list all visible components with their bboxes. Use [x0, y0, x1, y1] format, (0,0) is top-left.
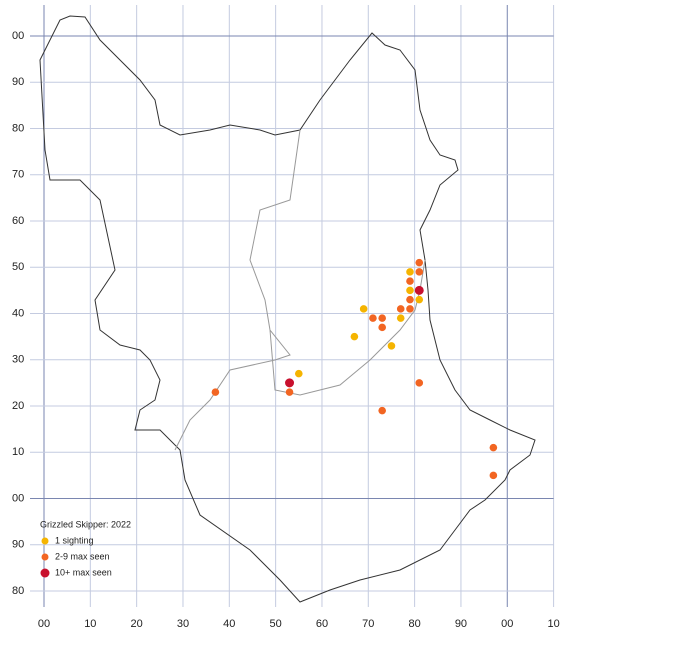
x-tick-label: 10 — [547, 618, 559, 630]
x-tick-label: 50 — [270, 618, 282, 630]
y-tick-label: 00 — [12, 30, 24, 42]
sighting-point — [406, 295, 414, 304]
sighting-point — [406, 286, 414, 295]
x-tick-label: 60 — [316, 618, 328, 630]
x-tick-label: 00 — [501, 618, 513, 630]
legend-swatch — [41, 553, 49, 561]
sighting-point — [295, 369, 303, 378]
y-tick-label: 90 — [12, 539, 24, 551]
x-tick-label: 20 — [131, 618, 143, 630]
legend-title: Grizzled Skipper: 2022 — [40, 519, 131, 529]
x-tick-label: 30 — [177, 618, 189, 630]
points — [211, 258, 498, 480]
sighting-point — [211, 388, 220, 396]
sighting-point — [285, 388, 294, 396]
sighting-point — [378, 323, 386, 332]
sighting-point — [415, 295, 424, 304]
legend-swatch — [41, 537, 49, 545]
sighting-point — [415, 379, 424, 387]
y-tick-label: 80 — [12, 585, 24, 597]
sighting-point — [406, 305, 414, 313]
x-tick-label: 90 — [455, 618, 467, 630]
x-tick-label: 40 — [223, 618, 235, 630]
sighting-point — [387, 342, 396, 350]
sighting-point — [396, 305, 405, 313]
sighting-point — [406, 268, 414, 276]
y-tick-label: 80 — [12, 122, 24, 134]
sighting-point — [369, 314, 377, 322]
y-tick-label: 30 — [12, 354, 24, 366]
y-tick-label: 40 — [12, 307, 24, 319]
y-tick-label: 10 — [12, 446, 24, 458]
y-tick-label: 60 — [12, 215, 24, 227]
x-tick-label: 00 — [38, 618, 50, 630]
y-tick-label: 20 — [12, 400, 24, 412]
sighting-point — [359, 305, 368, 313]
sighting-point — [378, 314, 386, 322]
y-tick-label: 70 — [12, 169, 24, 181]
district-boundary — [174, 129, 426, 451]
legend-label: 2-9 max seen — [55, 551, 110, 561]
legend: 1 sighting 2-9 max seen 10+ max seen — [40, 535, 112, 578]
sighting-point — [285, 378, 295, 388]
sighting-point — [406, 277, 414, 285]
y-tick-label: 00 — [12, 492, 24, 504]
sighting-point — [415, 258, 424, 267]
sighting-point — [414, 285, 424, 295]
legend-swatch — [40, 568, 50, 578]
grid — [30, 5, 555, 607]
sighting-point — [378, 406, 386, 415]
x-tick-label: 80 — [408, 618, 420, 630]
sighting-point — [489, 471, 498, 480]
sighting-point — [396, 314, 405, 322]
county-boundary — [39, 15, 536, 603]
legend-label: 10+ max seen — [55, 567, 112, 577]
y-tick-label: 50 — [12, 261, 24, 273]
y-tick-label: 90 — [12, 76, 24, 88]
x-tick-label: 10 — [84, 618, 96, 630]
sighting-point — [415, 268, 424, 276]
legend-label: 1 sighting — [55, 535, 94, 545]
x-tick-label: 70 — [362, 618, 374, 630]
sighting-point — [489, 443, 498, 452]
sighting-point — [350, 332, 359, 341]
